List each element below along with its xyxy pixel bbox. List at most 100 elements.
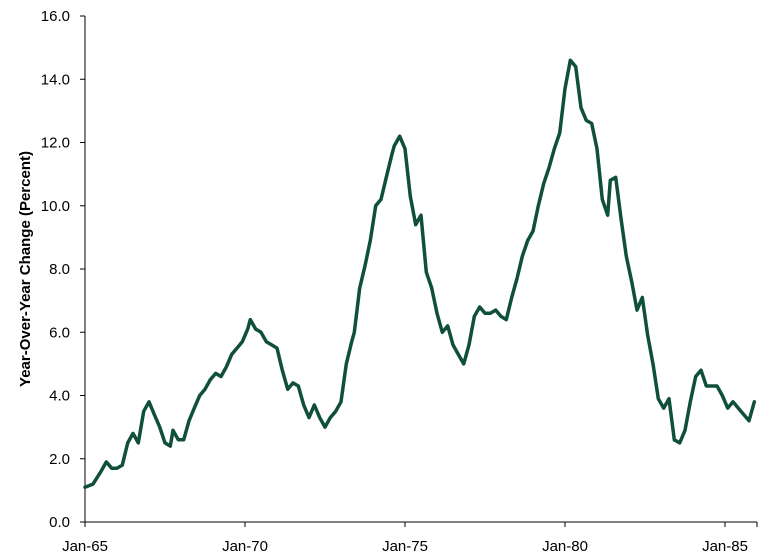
x-tick-label: Jan-80 (542, 538, 588, 555)
data-point (225, 366, 227, 368)
data-point (183, 439, 185, 441)
data-point (127, 442, 129, 444)
data-point (84, 486, 86, 488)
data-point (164, 442, 166, 444)
data-point (105, 461, 107, 463)
data-point (668, 398, 670, 400)
data-point (625, 255, 627, 257)
data-point (657, 398, 659, 400)
data-point (673, 439, 675, 441)
data-point (345, 363, 347, 365)
data-point (393, 145, 395, 147)
x-axis-ticks: Jan-65 Jan-70 Jan-75 Jan-80 Jan-85 (62, 522, 758, 555)
series-line (83, 58, 757, 489)
y-tick-label: 16.0 (41, 8, 70, 25)
data-point (457, 353, 459, 355)
data-point (159, 426, 161, 428)
data-point (695, 376, 697, 378)
data-point (132, 432, 134, 434)
data-point (500, 315, 502, 317)
data-point (447, 325, 449, 327)
data-point (420, 214, 422, 216)
data-point (404, 148, 406, 150)
y-tick-label: 4.0 (49, 388, 70, 405)
data-point (319, 417, 321, 419)
data-point (521, 255, 523, 257)
data-point (463, 363, 465, 365)
data-point (137, 442, 139, 444)
data-point (369, 240, 371, 242)
data-point (100, 470, 102, 472)
data-point (247, 328, 249, 330)
data-point (705, 385, 707, 387)
data-point (620, 217, 622, 219)
data-point (591, 123, 593, 125)
data-point (689, 401, 691, 403)
data-point (385, 176, 387, 178)
data-point (511, 296, 513, 298)
data-point (281, 369, 283, 371)
data-point (636, 309, 638, 311)
data-point (505, 319, 507, 321)
data-point (564, 88, 566, 90)
y-tick-label: 2.0 (49, 451, 70, 468)
data-point (425, 271, 427, 273)
data-point (652, 363, 654, 365)
data-point (615, 176, 617, 178)
data-point (663, 407, 665, 409)
x-tick-label: Jan-70 (222, 538, 268, 555)
data-point (532, 230, 534, 232)
data-point (569, 59, 571, 61)
data-point (537, 205, 539, 207)
data-point (260, 331, 262, 333)
data-point (452, 344, 454, 346)
data-point (204, 388, 206, 390)
data-point (271, 344, 273, 346)
data-point (297, 385, 299, 387)
data-point (748, 420, 750, 422)
data-point (716, 385, 718, 387)
data-point (679, 442, 681, 444)
y-tick-label: 0.0 (49, 514, 70, 531)
x-tick-label: Jan-85 (702, 538, 748, 555)
data-point (329, 417, 331, 419)
data-point (596, 148, 598, 150)
data-point (415, 224, 417, 226)
data-point (231, 353, 233, 355)
data-point (276, 347, 278, 349)
data-point (609, 179, 611, 181)
data-point (236, 347, 238, 349)
data-point (359, 287, 361, 289)
data-point (484, 312, 486, 314)
data-point (148, 401, 150, 403)
data-point (575, 66, 577, 68)
data-point (153, 413, 155, 415)
data-point (193, 407, 195, 409)
y-tick-label: 14.0 (41, 71, 70, 88)
data-point (431, 287, 433, 289)
x-tick-label: Jan-75 (382, 538, 428, 555)
data-point (241, 341, 243, 343)
plot-area: 0.02.04.06.08.010.012.014.016.0 Jan-65 Ja… (41, 8, 758, 555)
data-point (641, 296, 643, 298)
y-tick-label: 10.0 (41, 198, 70, 215)
data-point (684, 429, 686, 431)
data-point (479, 306, 481, 308)
data-point (721, 395, 723, 396)
data-point (585, 119, 587, 121)
data-point (601, 198, 603, 200)
data-point (116, 467, 118, 469)
data-point (711, 385, 713, 387)
data-point (351, 341, 353, 343)
data-point (143, 410, 145, 412)
data-point (647, 334, 649, 336)
data-point (249, 319, 251, 321)
y-tick-label: 6.0 (49, 324, 70, 341)
data-point (199, 395, 201, 396)
data-point (527, 240, 529, 242)
data-point (631, 281, 633, 283)
data-point (732, 401, 734, 403)
data-point (335, 410, 337, 412)
y-tick-label: 12.0 (41, 135, 70, 152)
